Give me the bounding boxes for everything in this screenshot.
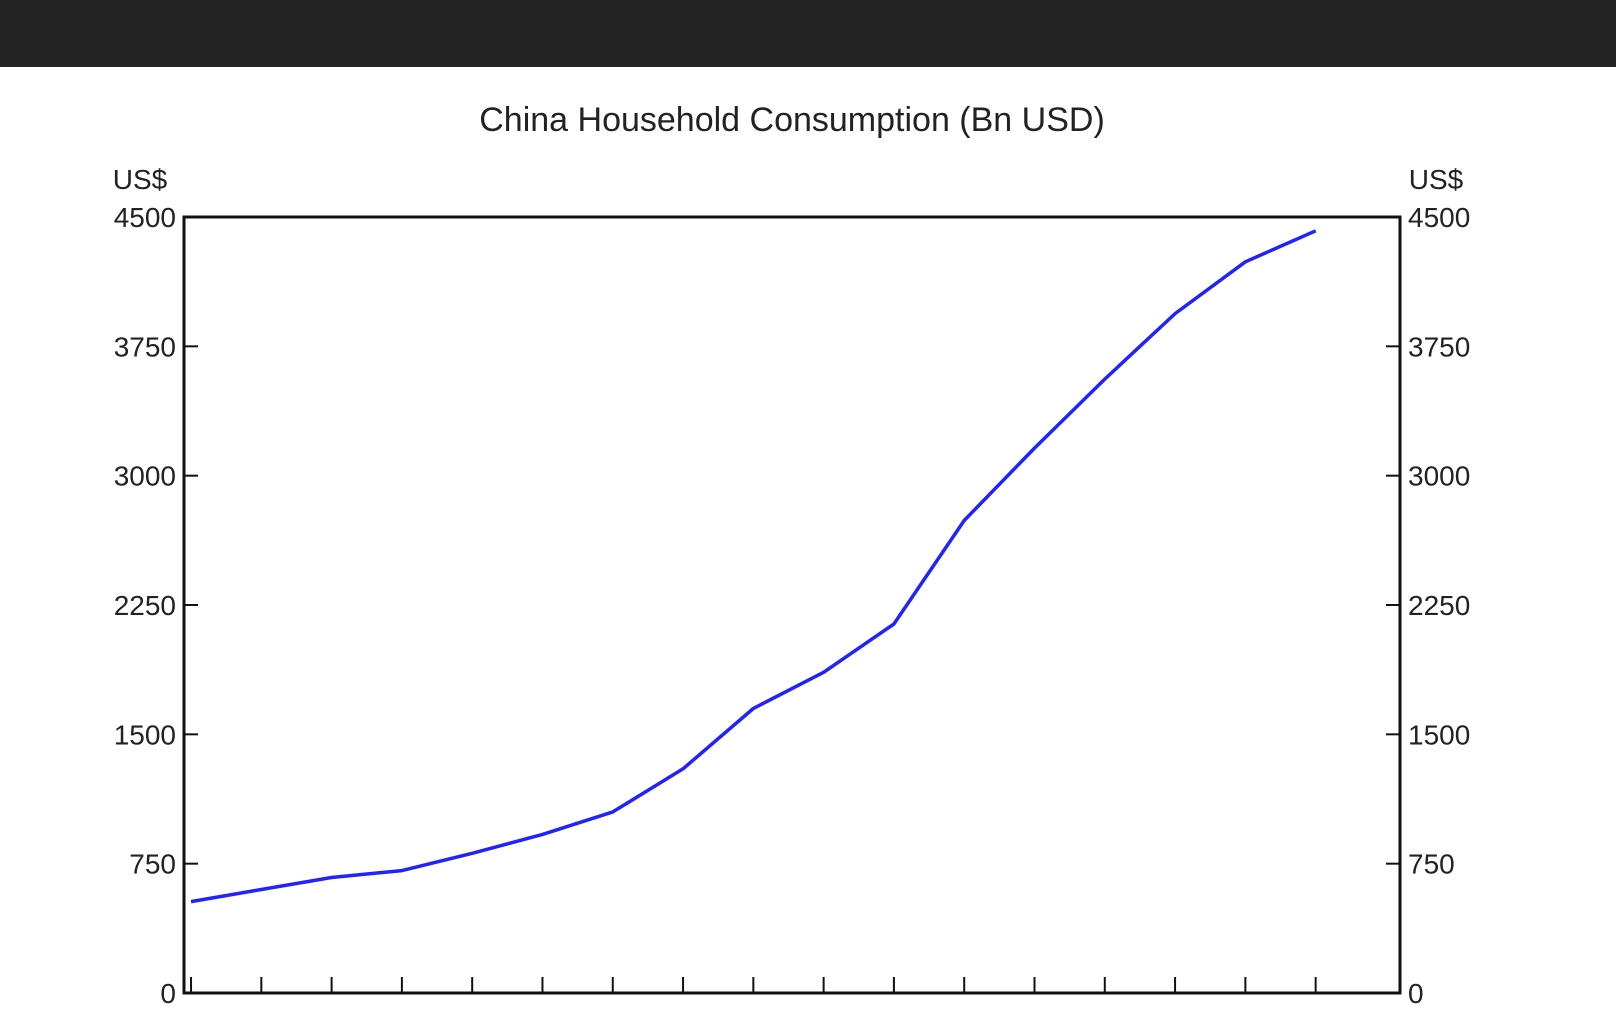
left-y-tick-label: 750 [129,849,176,880]
right-y-tick-label: 4500 [1408,202,1470,233]
right-y-tick-label: 3000 [1408,461,1470,492]
line-chart: China Household Consumption (Bn USD) US$… [0,67,1616,1014]
chart-title: China Household Consumption (Bn USD) [479,101,1105,139]
left-axis-unit-label: US$ [113,164,168,195]
plot-frame [184,217,1400,993]
plot-layer: 0 0 750 750 1500 1500 2250 2250 3000 3000 3750 3750… [114,202,1471,1014]
right-y-tick-label: 2250 [1408,590,1470,621]
left-y-tick-label: 0 [160,978,176,1009]
right-axis-unit-label: US$ [1409,164,1464,195]
left-y-tick-label: 1500 [114,719,176,750]
left-y-tick-label: 3750 [114,331,176,362]
chart-area: China Household Consumption (Bn USD) US$… [0,67,1616,1014]
left-y-tick-label: 3000 [114,461,176,492]
series-line [191,231,1316,902]
left-y-tick-label: 2250 [114,590,176,621]
top-bar [0,0,1616,67]
right-y-tick-label: 1500 [1408,719,1470,750]
right-y-tick-label: 3750 [1408,331,1470,362]
left-y-tick-label: 4500 [114,202,176,233]
right-y-tick-label: 0 [1408,978,1424,1009]
right-y-tick-label: 750 [1408,849,1455,880]
